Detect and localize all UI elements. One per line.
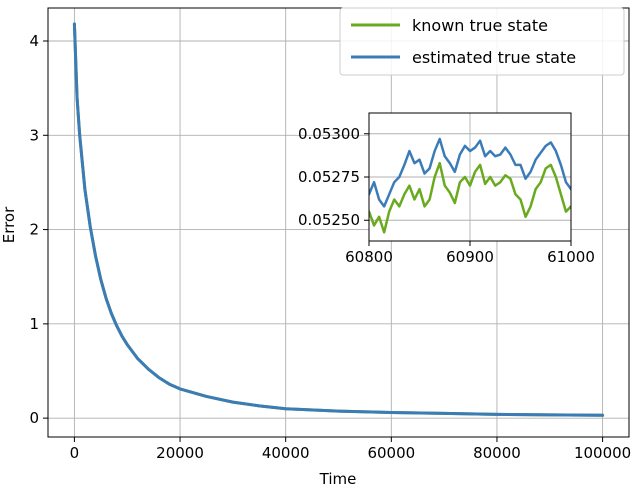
- inset-series-line-estimated-true-state: [369, 137, 571, 208]
- x-tick-label: 60000: [367, 444, 415, 462]
- legend-box: [339, 7, 625, 76]
- y-tick-label: 4: [29, 32, 39, 50]
- x-tick-label: 60900: [446, 248, 494, 266]
- x-tick-label: 80000: [473, 444, 521, 462]
- y-tick-label: 0.05275: [298, 168, 360, 186]
- x-tick-label: 61000: [547, 248, 595, 266]
- y-tick-label: 1: [29, 315, 39, 333]
- y-tick-label: 3: [29, 126, 39, 144]
- x-tick-label: 0: [70, 444, 80, 462]
- x-tick-label: 100000: [574, 444, 631, 462]
- inset-series: [369, 137, 571, 234]
- legend: known true state estimated true state: [339, 7, 625, 76]
- legend-label-estimated-true-state: estimated true state: [412, 48, 576, 67]
- y-tick-label: 0: [29, 409, 39, 427]
- x-axis-label: Time: [319, 470, 357, 488]
- x-tick-label: 60800: [345, 248, 393, 266]
- legend-label-known-true-state: known true state: [412, 16, 548, 35]
- y-tick-label: 0.05250: [298, 211, 360, 229]
- y-tick-label: 0.05300: [298, 125, 360, 143]
- inset-series-line-known-true-state: [369, 161, 571, 234]
- main-plot-frame: [47, 7, 630, 438]
- series-line-estimated-true-state: [72, 22, 605, 417]
- x-tick-label: 40000: [262, 444, 310, 462]
- y-axis-label: Error: [0, 206, 18, 243]
- main-series: [72, 22, 605, 417]
- y-tick-label: 2: [29, 221, 39, 239]
- inset-ticks: 60800 60900 61000 0.05250 0.05275 0.05300: [298, 125, 595, 266]
- x-tick-label: 20000: [156, 444, 204, 462]
- main-ticks: 0 20000 40000 60000 80000 100000 0 1 2 3 4: [29, 32, 631, 462]
